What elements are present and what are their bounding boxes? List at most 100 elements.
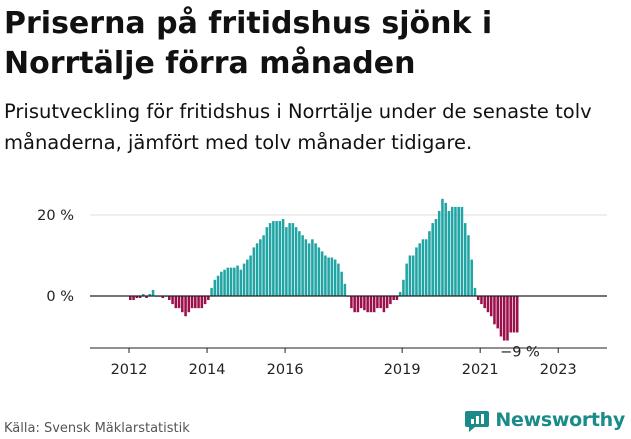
bar bbox=[483, 296, 486, 309]
bar bbox=[187, 296, 191, 313]
bar bbox=[515, 296, 519, 333]
bar bbox=[460, 206, 464, 296]
x-tick-label: 2016 bbox=[267, 362, 304, 378]
brand-name: Newsworthy bbox=[495, 409, 625, 431]
bar bbox=[402, 279, 405, 296]
bar bbox=[246, 259, 249, 296]
bar bbox=[372, 296, 376, 313]
bar bbox=[291, 223, 295, 296]
bar bbox=[190, 296, 194, 309]
bar bbox=[285, 227, 288, 296]
bar bbox=[129, 296, 132, 301]
newsworthy-brand[interactable]: Newsworthy bbox=[465, 408, 625, 432]
bar bbox=[181, 296, 184, 313]
bar bbox=[467, 235, 470, 296]
bar bbox=[317, 247, 321, 296]
bar bbox=[512, 296, 516, 333]
y-tick-label: 20 % bbox=[37, 208, 74, 224]
chart-subtitle: Prisutveckling för fritidshus i Norrtälj… bbox=[4, 100, 592, 154]
bar bbox=[194, 296, 197, 309]
newsworthy-logo-icon bbox=[465, 411, 490, 432]
bar bbox=[486, 296, 490, 313]
bar-chart: 0 % 20 % 2012 2014 2016 2019 2021 2023−9 % bbox=[37, 198, 607, 378]
bar bbox=[301, 235, 304, 296]
bar bbox=[353, 296, 356, 313]
bar bbox=[363, 296, 366, 311]
bars bbox=[129, 198, 519, 341]
bar bbox=[454, 206, 457, 296]
axes bbox=[90, 295, 607, 353]
bar bbox=[203, 296, 207, 305]
bar bbox=[415, 247, 418, 296]
bar bbox=[200, 296, 204, 309]
bar bbox=[272, 221, 275, 296]
bar bbox=[278, 221, 282, 296]
bar bbox=[457, 206, 460, 296]
bar bbox=[473, 287, 477, 296]
bar bbox=[168, 296, 171, 301]
x-tick-label: 2014 bbox=[189, 362, 226, 378]
bar bbox=[138, 296, 142, 299]
bar bbox=[207, 296, 210, 301]
bar bbox=[441, 198, 444, 296]
bar bbox=[411, 255, 415, 296]
bar bbox=[480, 296, 483, 305]
bar bbox=[502, 296, 506, 341]
bar bbox=[389, 296, 392, 305]
bar bbox=[307, 243, 311, 296]
bar bbox=[304, 239, 308, 296]
x-tick-label: 2012 bbox=[111, 362, 148, 378]
bar bbox=[314, 243, 317, 296]
bar bbox=[288, 223, 291, 296]
bar bbox=[148, 293, 152, 296]
bar bbox=[337, 263, 340, 296]
bar bbox=[151, 289, 155, 296]
x-tick-label: 2021 bbox=[462, 362, 499, 378]
bar bbox=[236, 265, 239, 297]
bar bbox=[421, 239, 425, 296]
bar bbox=[476, 296, 480, 301]
bar bbox=[142, 293, 145, 296]
bar bbox=[437, 210, 441, 296]
bar bbox=[171, 296, 174, 305]
bar bbox=[376, 296, 379, 309]
bar bbox=[330, 257, 334, 296]
bar bbox=[496, 296, 499, 329]
bar bbox=[408, 255, 412, 296]
bar bbox=[259, 239, 262, 296]
bar bbox=[359, 296, 363, 309]
source-note: Källa: Svensk Mäklarstatistik bbox=[4, 421, 190, 436]
bar bbox=[395, 296, 399, 301]
bar bbox=[223, 269, 226, 296]
bar bbox=[428, 231, 431, 296]
bar bbox=[213, 279, 217, 296]
bar bbox=[161, 296, 165, 299]
y-tick-label: 0 % bbox=[46, 289, 74, 305]
bar bbox=[275, 221, 278, 296]
bar bbox=[174, 296, 178, 309]
bar bbox=[385, 296, 389, 309]
last-value-label: −9 % bbox=[500, 344, 540, 360]
bar bbox=[210, 287, 213, 296]
bar bbox=[366, 296, 369, 313]
bar bbox=[333, 259, 337, 296]
bar bbox=[493, 296, 496, 325]
bar bbox=[226, 267, 230, 296]
bar bbox=[233, 267, 236, 296]
bar bbox=[184, 296, 187, 317]
bar bbox=[447, 210, 451, 296]
bar bbox=[135, 296, 139, 299]
bar bbox=[294, 227, 298, 296]
bar bbox=[343, 283, 347, 296]
bar bbox=[382, 296, 386, 313]
bar bbox=[350, 296, 353, 309]
bar bbox=[255, 243, 259, 296]
bar bbox=[239, 269, 243, 296]
bar bbox=[249, 255, 252, 296]
bar bbox=[197, 296, 200, 309]
x-tick-label: 2023 bbox=[540, 362, 577, 378]
bar bbox=[369, 296, 373, 313]
bar bbox=[220, 271, 223, 296]
tick-labels: 0 % 20 % 2012 2014 2016 2019 2021 2023−9 % bbox=[37, 208, 577, 378]
bar bbox=[356, 296, 360, 313]
